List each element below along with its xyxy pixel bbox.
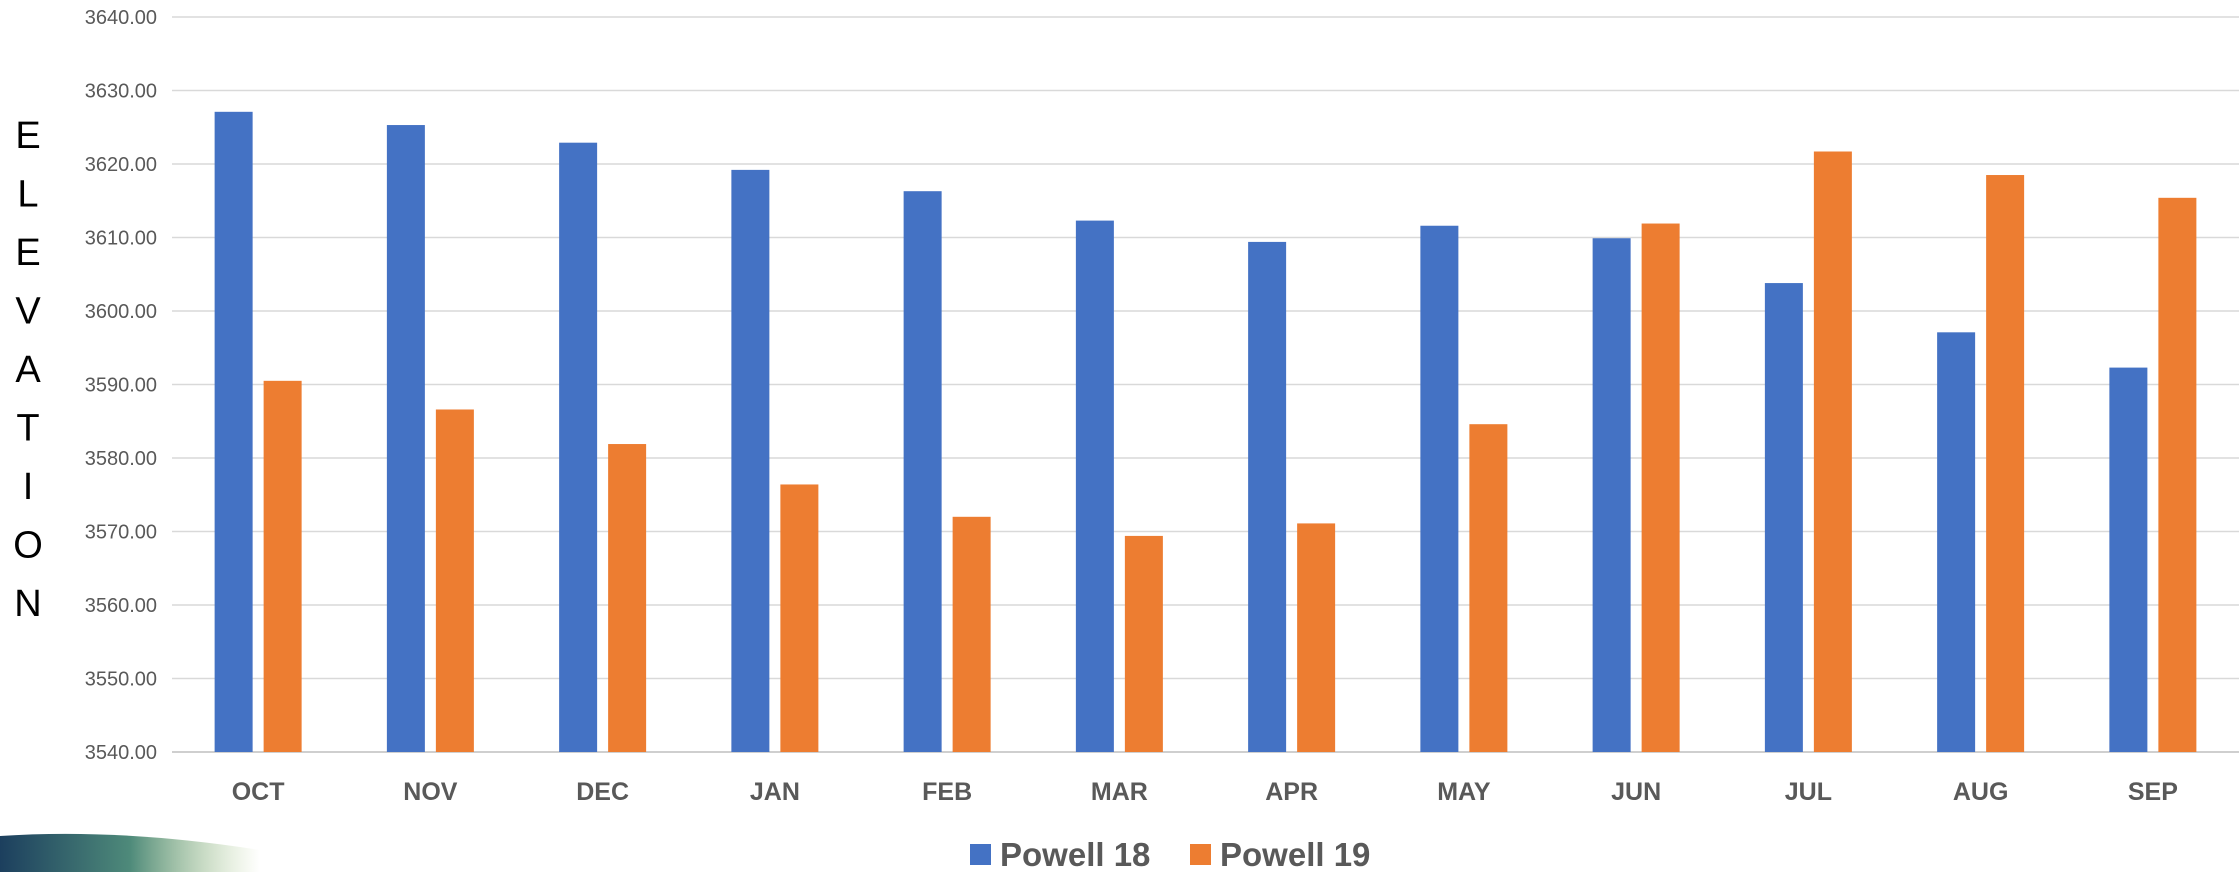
x-axis-category-labels: OCT NOV DEC JAN FEB MAR APR MAY JUN JUL AUG SEP — [232, 778, 2178, 806]
y-tick-label: 3540.00 — [85, 742, 157, 764]
bar-powell-19-sep — [2158, 197, 2197, 752]
legend-entry: Powell 18 — [1000, 836, 1150, 872]
x-category-label: JUL — [1785, 778, 1832, 806]
y-axis-label-letter: O — [13, 525, 43, 567]
x-category-label: NOV — [403, 778, 458, 806]
bar-powell-18-jun — [1592, 238, 1631, 753]
y-axis-label-letter: E — [15, 115, 40, 157]
legend-swatch — [1190, 844, 1211, 865]
y-tick-label: 3580.00 — [85, 448, 157, 470]
y-axis-label-letter: L — [17, 174, 38, 216]
x-category-label: AUG — [1953, 778, 2009, 806]
bar-powell-18-feb — [903, 191, 942, 752]
bar-powell-19-jun — [1641, 223, 1680, 752]
y-axis-label-letter: N — [14, 583, 41, 625]
x-category-label: MAR — [1091, 778, 1148, 806]
decorative-swoosh — [0, 833, 260, 872]
y-axis-label-letter: I — [23, 466, 34, 508]
bar-powell-19-apr — [1297, 523, 1336, 752]
bar-powell-19-mar — [1124, 535, 1163, 752]
y-axis-label-letter: A — [15, 349, 41, 391]
bar-powell-19-may — [1469, 424, 1508, 752]
bar-powell-18-apr — [1248, 241, 1287, 752]
bar-powell-18-sep — [2109, 367, 2148, 752]
x-category-label: JUN — [1611, 778, 1661, 806]
bar-powell-19-feb — [952, 516, 991, 752]
y-tick-label: 3600.00 — [85, 301, 157, 323]
gridlines — [172, 16, 2239, 753]
y-tick-label: 3640.00 — [85, 7, 157, 29]
legend-swatch — [970, 844, 991, 865]
x-category-label: SEP — [2128, 778, 2178, 806]
x-category-label: DEC — [576, 778, 629, 806]
y-tick-label: 3610.00 — [85, 228, 157, 250]
legend: Powell 18 Powell 19 — [970, 836, 1370, 872]
bar-powell-18-oct — [214, 111, 253, 752]
bar-powell-18-jan — [731, 169, 770, 752]
bars — [214, 111, 2197, 753]
x-category-label: JAN — [750, 778, 800, 806]
bar-powell-19-oct — [263, 380, 302, 752]
y-tick-label: 3630.00 — [85, 81, 157, 103]
y-tick-label: 3560.00 — [85, 595, 157, 617]
legend-entry: Powell 19 — [1220, 836, 1370, 872]
bar-powell-19-jul — [1813, 151, 1852, 752]
bar-powell-18-mar — [1075, 220, 1114, 753]
bar-powell-19-dec — [608, 444, 647, 752]
y-axis-label-letter: V — [15, 291, 41, 333]
y-tick-label: 3620.00 — [85, 154, 157, 176]
x-category-label: APR — [1265, 778, 1318, 806]
x-category-label: OCT — [232, 778, 285, 806]
x-category-label: MAY — [1437, 778, 1491, 806]
y-tick-label: 3570.00 — [85, 522, 157, 544]
bar-powell-18-may — [1420, 225, 1459, 753]
y-tick-label: 3590.00 — [85, 375, 157, 397]
bar-powell-18-aug — [1937, 332, 1976, 752]
y-axis-label-letter: E — [15, 232, 40, 274]
bar-powell-18-dec — [559, 142, 598, 752]
bar-powell-19-jan — [780, 484, 819, 752]
y-axis-label-letter: T — [16, 408, 39, 450]
y-axis-tick-labels: 3540.00 3550.00 3560.00 3570.00 3580.00 3590.… — [85, 7, 157, 764]
bar-powell-19-aug — [1986, 175, 2025, 752]
bar-powell-18-nov — [386, 125, 425, 753]
y-tick-label: 3550.00 — [85, 669, 157, 691]
bar-powell-19-nov — [435, 409, 474, 752]
x-category-label: FEB — [922, 778, 972, 806]
bar-powell-18-jul — [1764, 283, 1803, 752]
